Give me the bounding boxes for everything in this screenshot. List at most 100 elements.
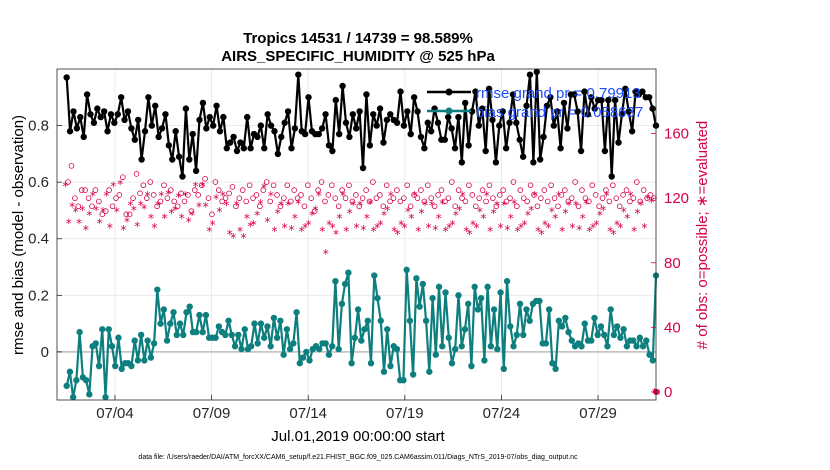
obs-evaluated-marker: * [319, 224, 325, 238]
rmse-point [247, 145, 254, 152]
obs-evaluated-marker: * [306, 218, 312, 232]
obs-possible-marker [428, 195, 435, 201]
bias-point [377, 317, 384, 324]
rmse-point [356, 108, 363, 115]
rmse-point [625, 108, 632, 115]
obs-evaluated-marker: * [258, 197, 264, 211]
rmse-point [278, 133, 285, 141]
bias-point [500, 365, 508, 373]
rmse-point [141, 128, 149, 135]
bias-series [63, 266, 660, 401]
obs-possible-marker [257, 203, 263, 210]
obs-evaluated-marker: * [134, 220, 140, 234]
bias-point [481, 357, 488, 364]
obs-possible-marker [359, 195, 366, 201]
obs-evaluated-marker: * [566, 199, 572, 213]
obs-evaluated-marker: * [175, 191, 181, 205]
rmse-point [400, 122, 408, 129]
obs-evaluated-marker: * [384, 203, 390, 217]
obs-possible-marker [68, 163, 75, 169]
bias-point [128, 362, 135, 370]
bias-point [157, 320, 164, 327]
rmse-point [111, 119, 118, 126]
bias-point [160, 306, 168, 313]
bias-point [228, 331, 236, 339]
rmse-point [100, 108, 108, 115]
obs-possible-marker [541, 187, 548, 193]
bias-point [63, 382, 70, 390]
rmse-point [339, 82, 346, 90]
rmse-point [605, 96, 612, 104]
obs-possible-marker [181, 198, 188, 205]
rmse-point [353, 125, 360, 132]
obs-evaluated-marker: * [491, 207, 497, 221]
bias-point [542, 340, 550, 347]
rmse-point [213, 102, 220, 109]
obs-possible-marker [524, 198, 530, 205]
obs-evaluated-marker: * [453, 208, 459, 222]
bias-point [364, 317, 372, 324]
bias-point [303, 348, 310, 356]
bias-point [633, 343, 640, 350]
obs-evaluated-marker: * [545, 221, 551, 235]
rmse-point [145, 94, 152, 101]
obs-evaluated-marker: * [539, 228, 545, 242]
obs-evaluated-marker: * [473, 221, 479, 235]
obs-evaluated-marker: * [86, 208, 92, 222]
obs-evaluated-marker: * [449, 218, 455, 232]
obs-evaluated-marker: * [323, 247, 329, 261]
obs-possible-marker [476, 195, 482, 201]
bias-point [578, 343, 585, 350]
obs-evaluated-marker: * [535, 224, 541, 238]
obs-evaluated-marker: * [432, 223, 438, 237]
obs-evaluated-marker: * [463, 224, 469, 238]
obs-evaluated-marker: * [446, 221, 452, 235]
obs-possible-marker [452, 203, 458, 210]
obs-possible-marker [349, 198, 356, 205]
obs-evaluated-marker: * [569, 221, 575, 235]
rmse-point [261, 145, 268, 152]
obs-evaluated-marker: * [415, 224, 421, 238]
obs-possible-marker [161, 182, 167, 189]
obs-evaluated-marker: * [419, 207, 425, 221]
obs-possible-marker [246, 182, 253, 189]
obs-possible-marker [250, 195, 256, 201]
obs-possible-marker [616, 203, 623, 210]
obs-possible-marker [130, 195, 136, 201]
bias-point [516, 300, 524, 308]
legend-rmse-label: rmse grand pr = 0.79913 [476, 85, 641, 102]
obs-possible-marker [133, 171, 140, 177]
rmse-point [179, 173, 186, 180]
obs-possible-marker [538, 195, 544, 201]
obs-possible-marker [215, 187, 222, 193]
bias-point [426, 368, 433, 375]
obs-evaluated-marker: * [103, 189, 109, 203]
rmse-point [519, 153, 527, 160]
obs-evaluated-marker: * [69, 200, 75, 214]
bias-point [361, 326, 368, 333]
obs-possible-marker [620, 192, 626, 198]
bias-point [474, 306, 482, 313]
rmse-point [196, 116, 203, 124]
bias-point [277, 317, 284, 324]
obs-possible-marker [157, 198, 164, 205]
obs-possible-marker [366, 198, 373, 205]
obs-evaluated-marker: * [391, 224, 397, 238]
obs-possible-marker [72, 195, 78, 201]
rmse-point [458, 159, 466, 166]
obs-possible-marker [178, 190, 184, 197]
rmse-point [264, 111, 271, 118]
rmse-point [536, 156, 544, 163]
obs-evaluated-marker: * [580, 212, 586, 226]
rmse-point [233, 147, 241, 155]
footer-data-file: data file: /Users/raeder/DAI/ATM_forcXX/… [138, 454, 578, 461]
obs-evaluated-marker: * [141, 202, 147, 216]
obs-possible-marker [92, 187, 99, 193]
x-tick-label: 07/04 [96, 405, 134, 422]
obs-possible-marker [373, 195, 380, 201]
obs-possible-marker [329, 182, 335, 189]
rmse-point [479, 105, 486, 112]
obs-possible-marker [442, 198, 448, 205]
bias-point [328, 343, 336, 350]
obs-possible-marker [120, 174, 126, 180]
